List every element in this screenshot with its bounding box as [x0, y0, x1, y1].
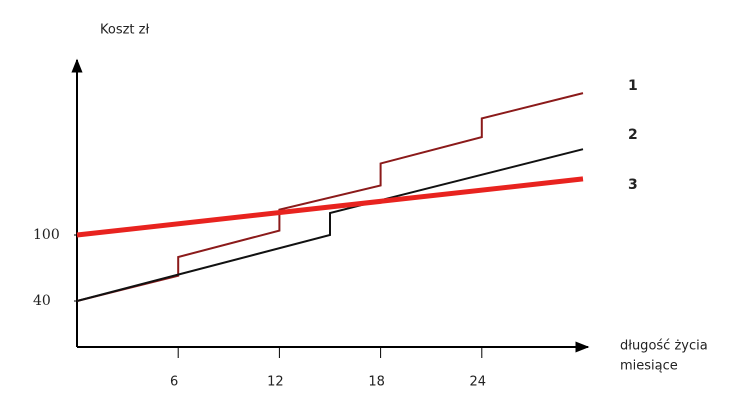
y-axis-label: Koszt zł — [100, 23, 149, 38]
x-tick-label: 24 — [470, 375, 487, 390]
x-tick-label: 18 — [368, 375, 385, 390]
series-line — [76, 176, 584, 238]
x-axis-label: miesiące — [620, 359, 678, 374]
x-tick-label: 12 — [267, 375, 284, 390]
series-line — [76, 92, 584, 302]
series-label: 1 — [628, 78, 638, 94]
y-tick-label: 40 — [33, 293, 51, 309]
series-line — [76, 148, 584, 302]
x-axis-label: długość życia — [620, 339, 708, 354]
y-tick-label: 100 — [33, 227, 60, 243]
series-label: 3 — [628, 177, 638, 193]
series-label: 2 — [628, 127, 638, 143]
x-tick-label: 6 — [170, 375, 178, 390]
